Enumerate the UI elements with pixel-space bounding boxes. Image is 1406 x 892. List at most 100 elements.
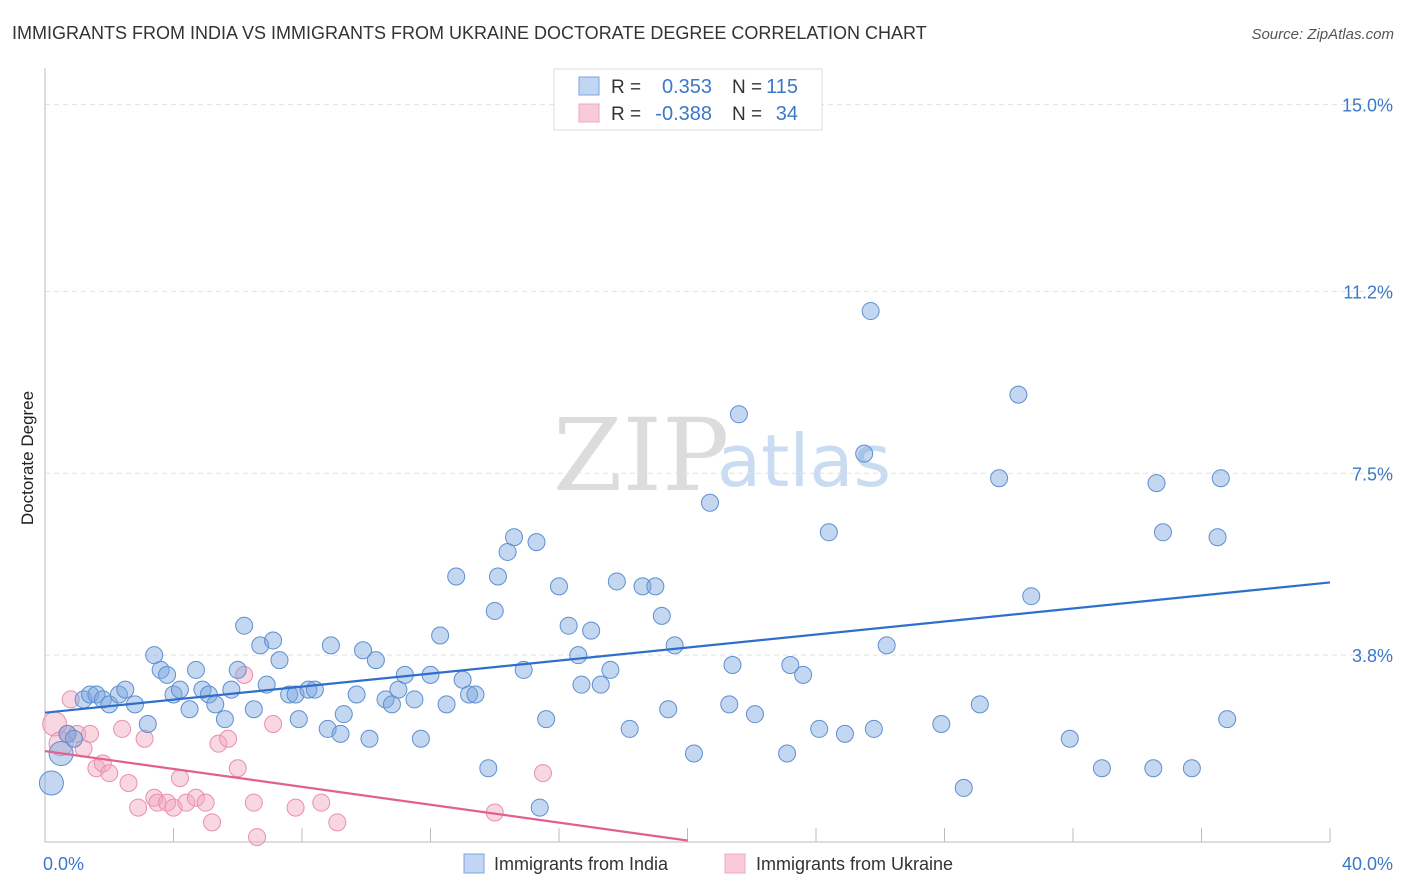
india-point-50 [411, 729, 430, 748]
ukraine-point-21 [196, 793, 215, 812]
stats-r-label-ukraine: R = [611, 104, 641, 125]
india-point-76 [633, 577, 652, 596]
india-point-57 [466, 685, 485, 704]
y-axis-label: Doctorate Degree [18, 391, 37, 525]
india-point-99 [970, 695, 989, 714]
india-point-66 [537, 710, 556, 729]
ukraine-point-11 [119, 774, 138, 793]
india-point-54 [447, 567, 466, 586]
ukraine-point-9 [100, 764, 119, 783]
india-point-62 [505, 528, 524, 547]
ukraine-point-32 [328, 813, 347, 832]
gridlines [45, 104, 1390, 656]
india-point-80 [665, 636, 684, 655]
stats-r-value-ukraine: -0.388 [655, 103, 712, 125]
india-point-75 [620, 719, 639, 738]
india-point-41 [347, 685, 366, 704]
india-point-79 [659, 700, 678, 719]
india-point-34 [289, 710, 308, 729]
india-point-15 [158, 665, 177, 684]
ukraine-point-13 [135, 729, 154, 748]
x-tick-label-1: 40.0% [1342, 854, 1393, 874]
india-point-30 [264, 631, 283, 650]
india-point-78 [652, 606, 671, 625]
y-tick-label-0: 3.8% [1352, 646, 1393, 666]
india-point-73 [601, 660, 620, 679]
ukraine-point-27 [244, 793, 263, 812]
india-point-31 [270, 651, 289, 670]
india-point-100 [990, 469, 1009, 488]
legend-swatch-india [463, 853, 485, 874]
stats-n-value-india: 115 [766, 76, 798, 98]
india-point-82 [700, 493, 719, 512]
india-point-39 [331, 724, 350, 743]
india-point-60 [488, 567, 507, 586]
y-tick-labels: 3.8% 7.5% 11.2% 15.0% [1342, 96, 1393, 667]
legend-label-india: Immigrants from India [494, 854, 669, 874]
x-tick-labels: 0.0% 40.0% [43, 854, 1393, 874]
india-point-43 [360, 729, 379, 748]
india-point-70 [572, 675, 591, 694]
y-tick-label-1: 7.5% [1352, 464, 1393, 484]
india-point-10 [116, 680, 135, 699]
x-tick-label-0: 0.0% [43, 854, 84, 874]
india-point-94 [861, 302, 880, 321]
india-point-110 [1211, 469, 1230, 488]
india-point-93 [855, 444, 874, 463]
series-legend: Immigrants from India Immigrants from Uk… [463, 853, 953, 874]
legend-swatch-ukraine [724, 853, 746, 874]
india-point-17 [170, 680, 189, 699]
india-point-3 [64, 729, 83, 748]
india-point-38 [321, 636, 340, 655]
india-point-74 [607, 572, 626, 591]
india-point-59 [485, 601, 504, 620]
india-point-106 [1147, 474, 1166, 493]
india-point-87 [778, 744, 797, 763]
india-point-19 [186, 660, 205, 679]
legend-label-ukraine: Immigrants from Ukraine [756, 854, 953, 874]
india-point-56 [460, 685, 479, 704]
series-ukraine [42, 665, 552, 847]
india-point-32 [280, 685, 299, 704]
india-point-105 [1144, 759, 1163, 778]
india-point-49 [405, 690, 424, 709]
india-point-102 [1022, 587, 1041, 606]
ukraine-point-12 [129, 798, 148, 817]
ukraine-point-28 [248, 828, 267, 847]
ukraine-point-30 [286, 798, 305, 817]
india-point-25 [228, 660, 247, 679]
y-tick-label-2: 11.2% [1343, 282, 1393, 302]
india-point-77 [646, 577, 665, 596]
india-trend-line [44, 581, 1331, 714]
india-point-88 [781, 656, 800, 675]
india-point-96 [877, 636, 896, 655]
india-point-42 [354, 641, 373, 660]
india-point-92 [835, 724, 854, 743]
india-point-23 [215, 710, 234, 729]
chart-title: IMMIGRANTS FROM INDIA VS IMMIGRANTS FROM… [12, 23, 927, 43]
india-point-67 [550, 577, 568, 596]
ukraine-point-19 [177, 793, 196, 812]
ukraine-point-1 [48, 731, 74, 757]
india-point-89 [794, 665, 813, 684]
stats-legend: R = 0.353 N = 115 R = -0.388 N = 34 [553, 68, 823, 131]
india-point-84 [723, 656, 742, 675]
india-point-72 [591, 675, 610, 694]
stats-legend-swatch-ukraine [578, 103, 600, 123]
watermark: ZIP atlas [553, 397, 891, 514]
india-point-65 [530, 798, 549, 817]
india-point-98 [954, 778, 973, 797]
india-point-22 [206, 695, 225, 714]
stats-legend-swatch-india [578, 76, 600, 96]
india-point-95 [864, 719, 883, 738]
india-point-107 [1153, 523, 1172, 542]
india-point-68 [559, 616, 578, 635]
india-point-109 [1208, 528, 1227, 547]
india-point-0 [38, 770, 64, 796]
india-point-97 [932, 715, 951, 734]
stats-r-value-india: 0.353 [662, 76, 712, 98]
ukraine-trend-line [44, 749, 688, 842]
india-point-40 [334, 705, 353, 724]
india-point-111 [1218, 710, 1237, 729]
